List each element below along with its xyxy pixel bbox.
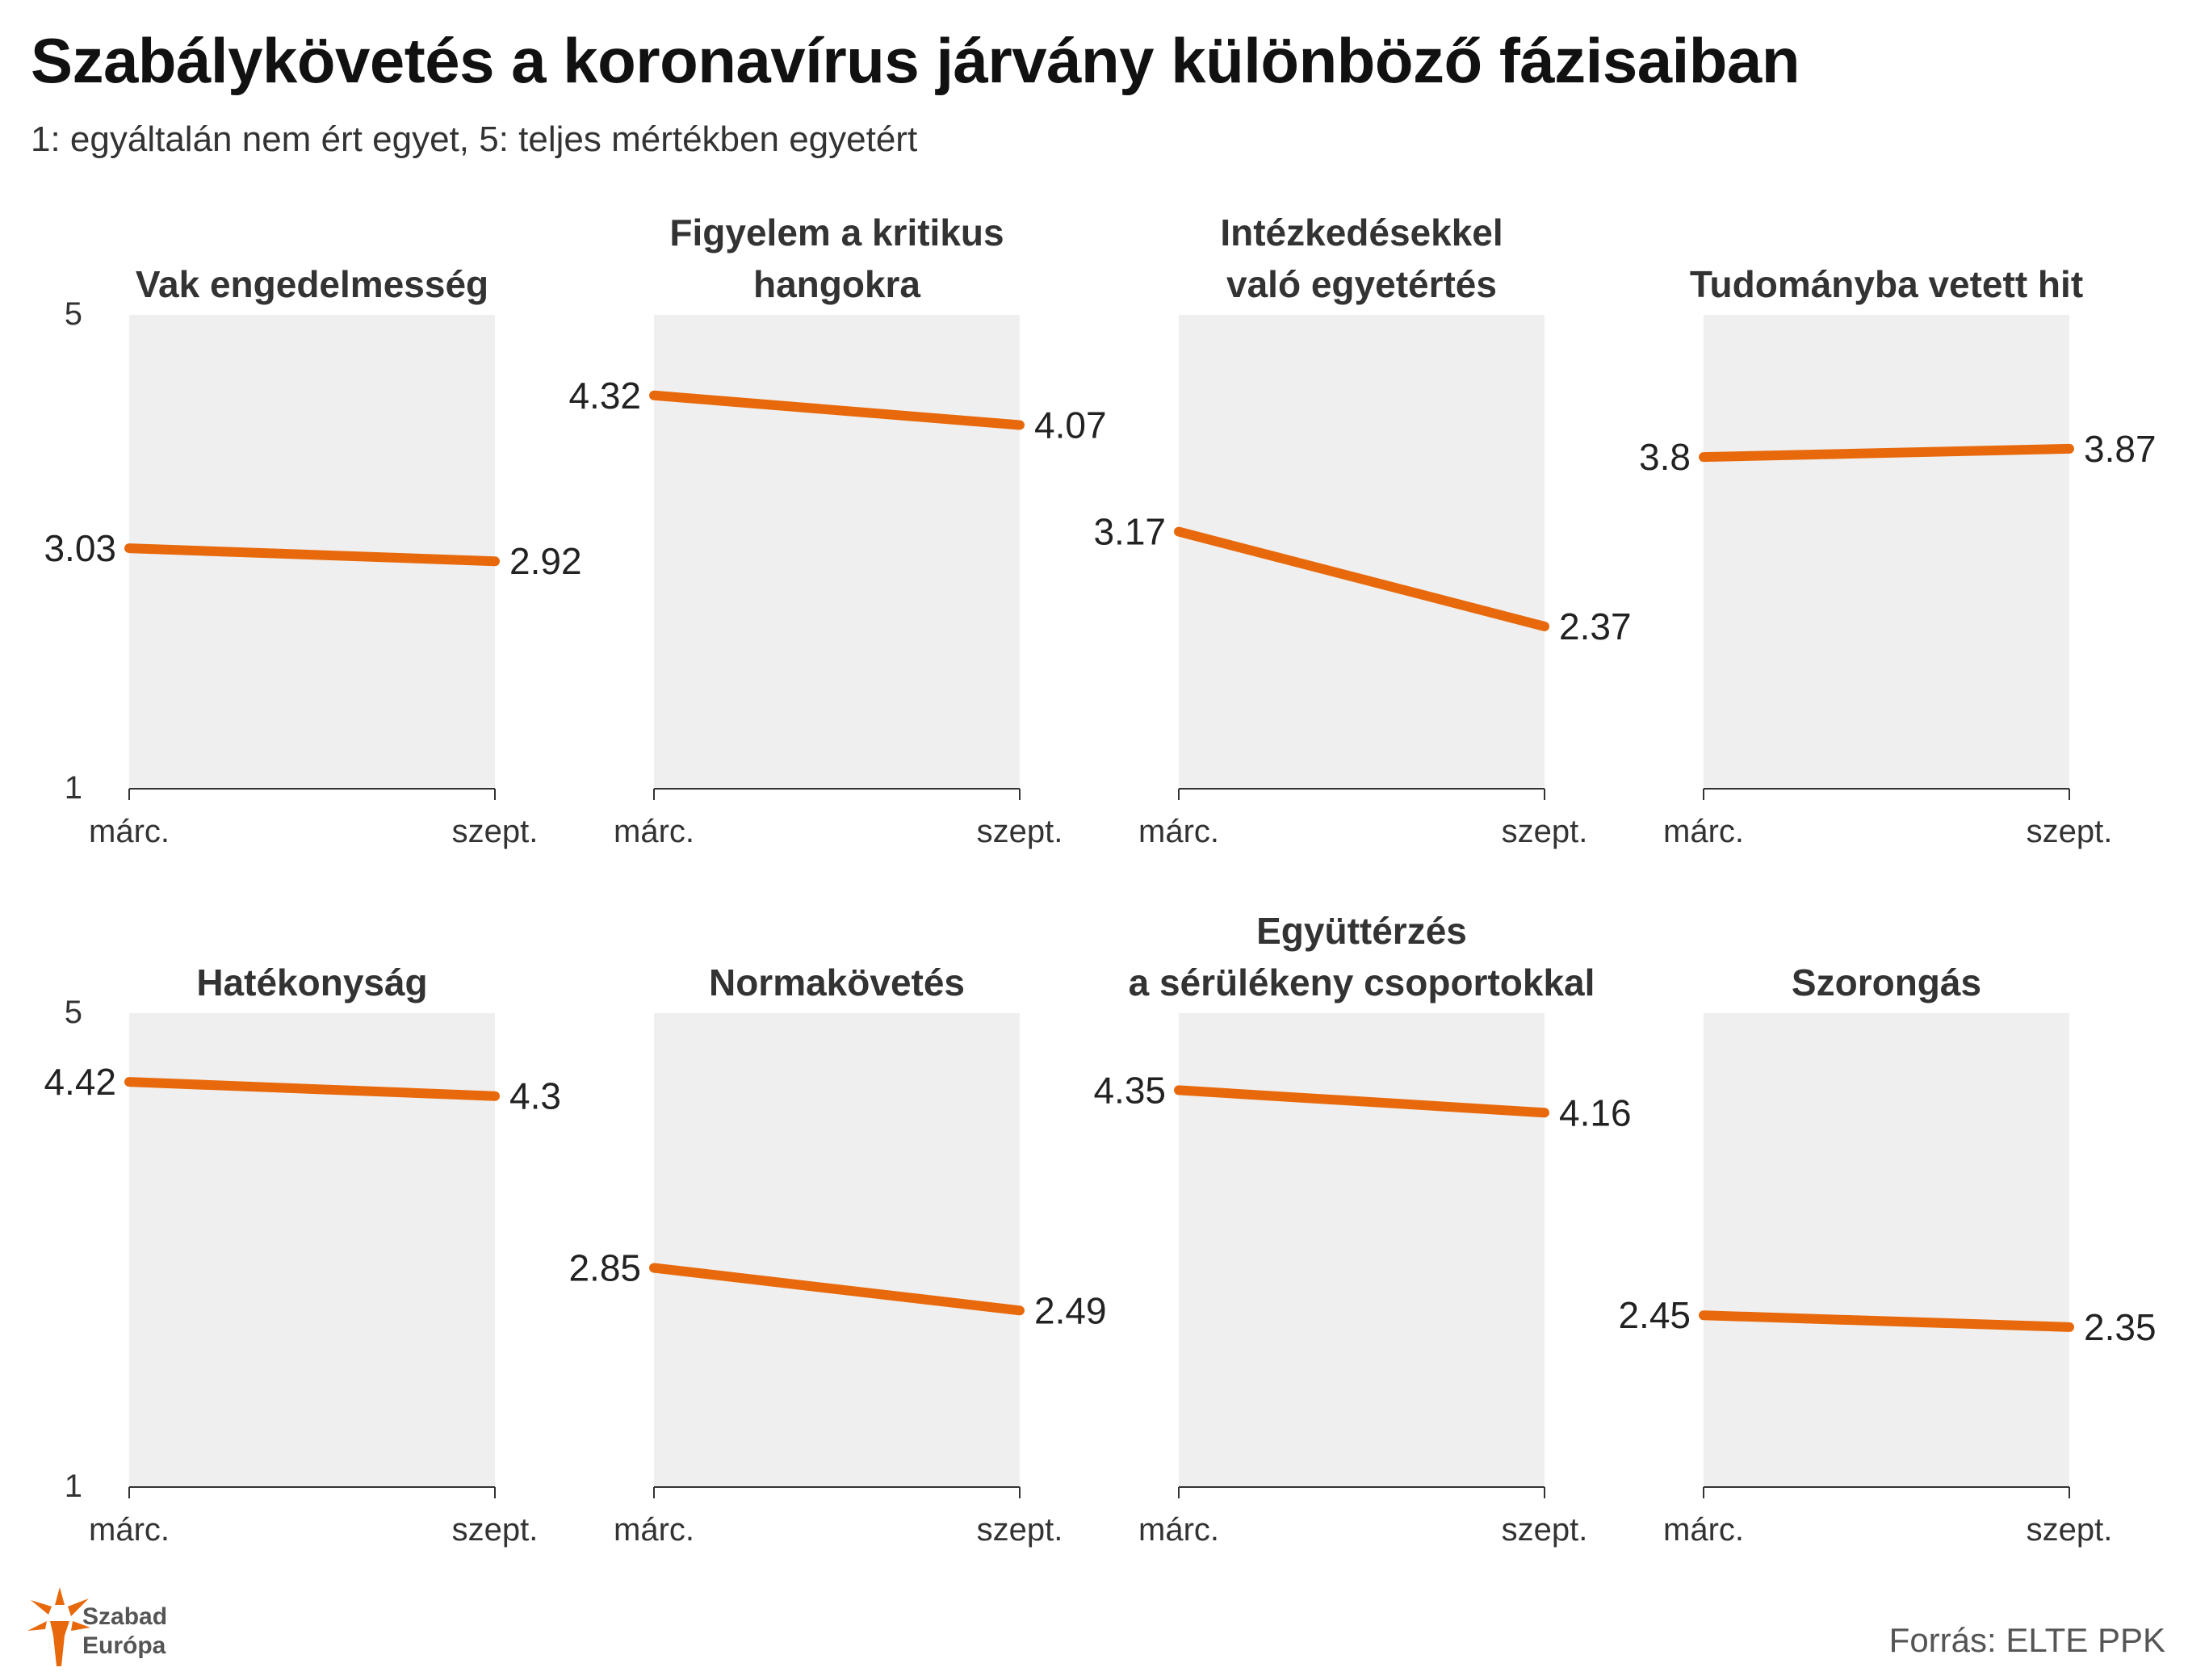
y-tick-label: 5 [65, 995, 82, 1030]
panel-title: Intézkedésekkel [1220, 212, 1503, 253]
x-tick-label: szept. [1502, 814, 1588, 849]
value-label-end: 4.3 [509, 1075, 561, 1117]
x-tick-label: szept. [452, 1512, 539, 1548]
value-label-start: 3.03 [44, 527, 116, 569]
y-tick-label: 5 [65, 296, 82, 332]
value-label-end: 3.87 [2084, 428, 2157, 470]
series-line [1699, 1310, 2074, 1332]
series-line [124, 1077, 500, 1101]
x-tick-label: márc. [1138, 1512, 1219, 1548]
x-tick-label: szept. [452, 814, 539, 849]
panel-title: Normakövetés [709, 961, 965, 1003]
value-label-start: 3.17 [1093, 511, 1166, 553]
series-line [649, 1263, 1025, 1316]
value-label-end: 2.37 [1559, 605, 1632, 647]
value-label-end: 2.35 [2084, 1306, 2157, 1348]
x-tick-label: szept. [2027, 1512, 2113, 1548]
panel-title: való egyetértés [1226, 263, 1497, 305]
value-label-start: 4.42 [44, 1061, 116, 1103]
value-label-end: 2.92 [509, 540, 582, 582]
logo-line-2: Európa [82, 1632, 166, 1659]
szabad-europa-logo-icon [27, 1587, 90, 1666]
x-tick-label: márc. [89, 1512, 170, 1548]
panel-title: Hatékonyság [196, 961, 427, 1003]
value-label-end: 4.07 [1034, 404, 1107, 446]
panel-background [654, 315, 1020, 789]
series-line [124, 543, 500, 567]
panel-title: Szorongás [1792, 961, 1981, 1003]
panel-title: a sérülékeny csoportokkal [1129, 961, 1595, 1003]
value-label-start: 2.85 [568, 1247, 641, 1289]
panel-background [1179, 1013, 1545, 1487]
x-tick-label: márc. [89, 814, 170, 849]
value-label-start: 3.8 [1639, 436, 1691, 478]
panel-title: hangokra [753, 263, 920, 305]
value-label-end: 4.16 [1559, 1091, 1632, 1133]
x-tick-label: márc. [1138, 814, 1219, 849]
panel-title: Tudományba vetett hit [1690, 263, 2083, 305]
logo-line-1: Szabad [82, 1603, 168, 1630]
chart-title: Szabálykövetés a koronavírus járvány kül… [31, 25, 1800, 96]
x-tick-label: szept. [2027, 814, 2113, 849]
series-line [1699, 443, 2074, 463]
x-tick-label: márc. [1663, 1512, 1744, 1548]
panel-title: Vak engedelmesség [136, 263, 488, 305]
panel-background [654, 1013, 1020, 1487]
series-line [1174, 526, 1549, 631]
x-tick-label: szept. [977, 1512, 1063, 1548]
x-tick-label: szept. [977, 814, 1063, 849]
panel-title: Figyelem a kritikus [669, 212, 1004, 253]
panel-title: Együttérzés [1256, 910, 1467, 952]
series-line [649, 390, 1025, 430]
value-label-start: 4.35 [1093, 1069, 1166, 1111]
x-tick-label: márc. [1663, 814, 1744, 849]
chart-subtitle: 1: egyáltalán nem ért egyet, 5: teljes m… [31, 119, 918, 159]
panel-background [1704, 315, 2069, 789]
source-note: Forrás: ELTE PPK [1888, 1621, 2165, 1659]
panel-background [1179, 315, 1545, 789]
x-tick-label: márc. [614, 1512, 694, 1548]
series-line [1174, 1085, 1549, 1118]
x-tick-label: márc. [614, 814, 694, 849]
y-tick-label: 1 [65, 770, 82, 806]
x-tick-label: szept. [1502, 1512, 1588, 1548]
y-tick-label: 1 [65, 1468, 82, 1504]
value-label-end: 2.49 [1034, 1289, 1107, 1331]
logo-text: Szabad Európa [82, 1602, 167, 1661]
value-label-start: 4.32 [568, 375, 641, 417]
value-label-start: 2.45 [1618, 1294, 1691, 1336]
panel-background [1704, 1013, 2069, 1487]
